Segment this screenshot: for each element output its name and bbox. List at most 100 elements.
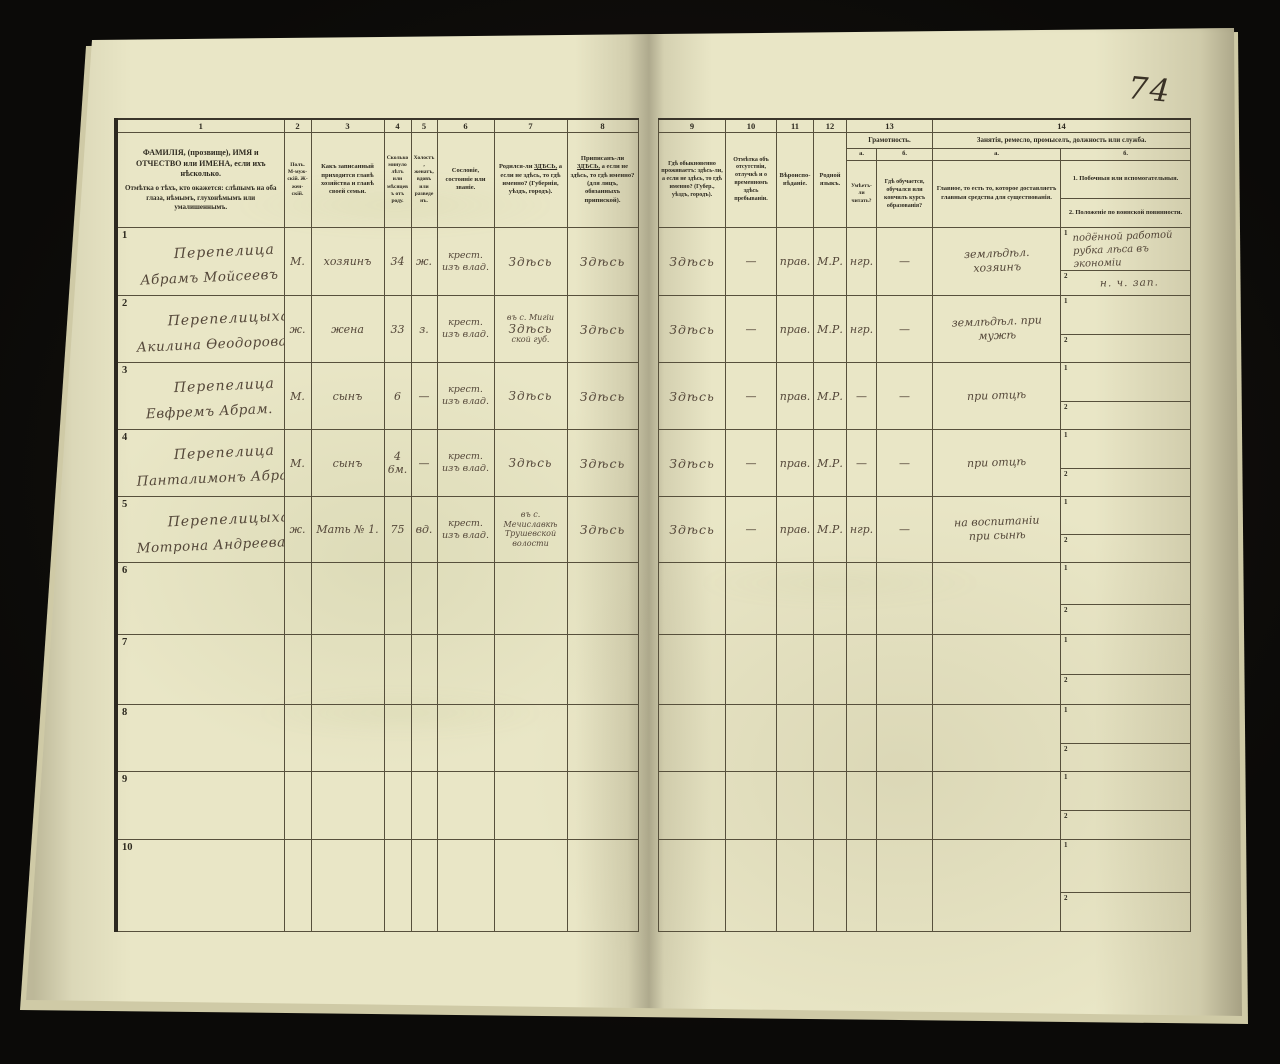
cell-birthplace: [493, 704, 568, 772]
cell-religion: [776, 771, 814, 840]
side-split: 1 подённой работой рубка лѣса въ экономі…: [1061, 229, 1190, 295]
col-number: 6: [436, 118, 495, 133]
header-registration-post: а если не здѣсь, то гдѣ именно? (для лиц…: [570, 163, 635, 204]
side-subcell-2: 2 н. ч. зап.: [1062, 271, 1190, 295]
cell-absence: —: [725, 227, 777, 296]
cell-occupation-side: 1 2: [1060, 771, 1191, 840]
cell-literacy: [846, 771, 877, 840]
row-number: 3: [122, 365, 128, 376]
cell-estate: [436, 634, 495, 705]
cell-estate: крест. изъ влад.: [436, 227, 495, 296]
cell-birthplace: [493, 634, 568, 705]
entry-name-lines: Перепелицыха Акилина Ѳеодорова: [119, 302, 283, 357]
cell-absence: [725, 839, 777, 932]
cell-marital: з.: [410, 295, 438, 363]
side-split: 1 2: [1061, 498, 1190, 562]
cell-literacy: [846, 562, 877, 635]
cell-age: 33: [383, 295, 412, 363]
header-religion-column: Вѣроиспо- вѣданіе.: [776, 132, 814, 228]
side-subcell-2: 2: [1062, 744, 1190, 771]
cell-relation: [310, 704, 385, 772]
cell-age: [383, 771, 412, 840]
cell-absence: —: [725, 429, 777, 497]
cell-estate: [436, 704, 495, 772]
header-literacy-b: Гдѣ обучается, обучался или кончилъ курс…: [876, 160, 933, 228]
header-birthplace-emph: ЗДѢСЬ,: [534, 163, 558, 171]
cell-absence: —: [725, 496, 777, 563]
header-birthplace-pre: Родился-ли: [498, 163, 535, 171]
cell-absence: [725, 634, 777, 705]
entry-born-bottom: Трушевской волости: [504, 529, 557, 548]
cell-occupation-side: 1 2: [1060, 704, 1191, 772]
cell-registration: Здѣсь: [566, 496, 639, 563]
cell-residence: Здѣсь: [658, 362, 726, 430]
entry-military: н. ч. зап.: [1099, 276, 1160, 290]
side-subcell-1: 1: [1061, 636, 1190, 676]
cell-language: [813, 634, 847, 705]
page-number: 74: [1126, 70, 1173, 110]
cell-occupation-main: при отцѣ: [932, 429, 1061, 497]
side-subcell-2: 2: [1062, 469, 1190, 496]
cell-literacy: [846, 704, 877, 772]
cell-literacy: [846, 634, 877, 705]
row-number: 5: [122, 499, 128, 510]
cell-estate: крест. изъ влад.: [436, 295, 495, 363]
cell-education: —: [876, 295, 933, 363]
col-number: 13: [846, 118, 933, 133]
entry-given-name: Абрамъ Мойсеевъ: [140, 266, 279, 289]
header-relation-column: Какъ записанный приходится главѣ хозяйст…: [310, 132, 385, 228]
cell-education: [876, 634, 933, 705]
cell-education: [876, 704, 933, 772]
header-literacy-a-label: а.: [846, 148, 877, 161]
side-subcell-1: 1: [1061, 297, 1190, 335]
header-occupation-title: Занятія, ремесло, промыселъ, должность и…: [932, 132, 1191, 149]
cell-registration: Здѣсь: [566, 227, 639, 296]
table-row: 8: [115, 704, 639, 772]
header-registration-pre: Приписанъ-ли: [580, 154, 625, 162]
col-number: 3: [310, 118, 385, 133]
cell-literacy: [846, 839, 877, 932]
side-subcell-1: 1: [1061, 773, 1190, 812]
cell-occupation-main: на воспитаніи при сынѣ: [932, 496, 1061, 563]
cell-name: 10: [115, 839, 285, 932]
cell-registration: [566, 839, 639, 932]
cell-language: [813, 704, 847, 772]
cell-estate: крест. изъ влад.: [436, 429, 495, 497]
subcell-label-2: 2: [1064, 744, 1068, 753]
entry-born-main: Здѣсь: [508, 389, 553, 403]
cell-marital: [410, 562, 438, 635]
header-age-column: Сколько минуло лѣтъ или мѣсяцевъ отъ род…: [383, 132, 412, 228]
cell-relation: жена: [310, 295, 385, 363]
cell-birthplace: Здѣсь: [493, 362, 568, 430]
table-row: 1 2: [658, 634, 1191, 705]
cell-name: 7: [115, 634, 285, 705]
cell-occupation-side: 1 2: [1060, 429, 1191, 497]
header-description-row: Умѣетъ-ли читать? Гдѣ обучается, обучалс…: [659, 160, 1191, 228]
header-language-column: Родной языкъ.: [813, 132, 847, 228]
cell-birthplace: [493, 562, 568, 635]
table-row: 6: [115, 562, 639, 635]
cell-absence: [725, 704, 777, 772]
table-row: Здѣсь — прав. М.Р. — — при отцѣ 1 2: [658, 429, 1191, 497]
cell-birthplace: Здѣсь: [493, 429, 568, 497]
header-birthplace-post: а если не здѣсь, то гдѣ именно? (Губерні…: [500, 163, 563, 196]
cell-absence: [725, 771, 777, 840]
cell-literacy: —: [846, 429, 877, 497]
table-row: 1 2: [658, 704, 1191, 772]
cell-name: 4 Перепелица Панталимонъ Абрам.: [115, 429, 285, 497]
cell-absence: —: [725, 362, 777, 430]
side-split: 1 2: [1061, 364, 1190, 429]
cell-language: М.Р.: [813, 496, 847, 563]
subcell-label-1: 1: [1064, 229, 1068, 237]
entry-surname: Перепелица: [173, 241, 276, 262]
cell-religion: прав.: [776, 295, 814, 363]
cell-registration: [566, 704, 639, 772]
col-number: 11: [776, 118, 814, 133]
header-marital-column: Холостъ, женатъ, вдовъ или разведенъ.: [410, 132, 438, 228]
entry-born-main: Здѣсь: [508, 456, 553, 470]
cell-religion: [776, 562, 814, 635]
cell-residence: Здѣсь: [658, 496, 726, 563]
cell-sex: [283, 839, 312, 932]
table-row: 1 2: [658, 562, 1191, 635]
cell-religion: [776, 634, 814, 705]
